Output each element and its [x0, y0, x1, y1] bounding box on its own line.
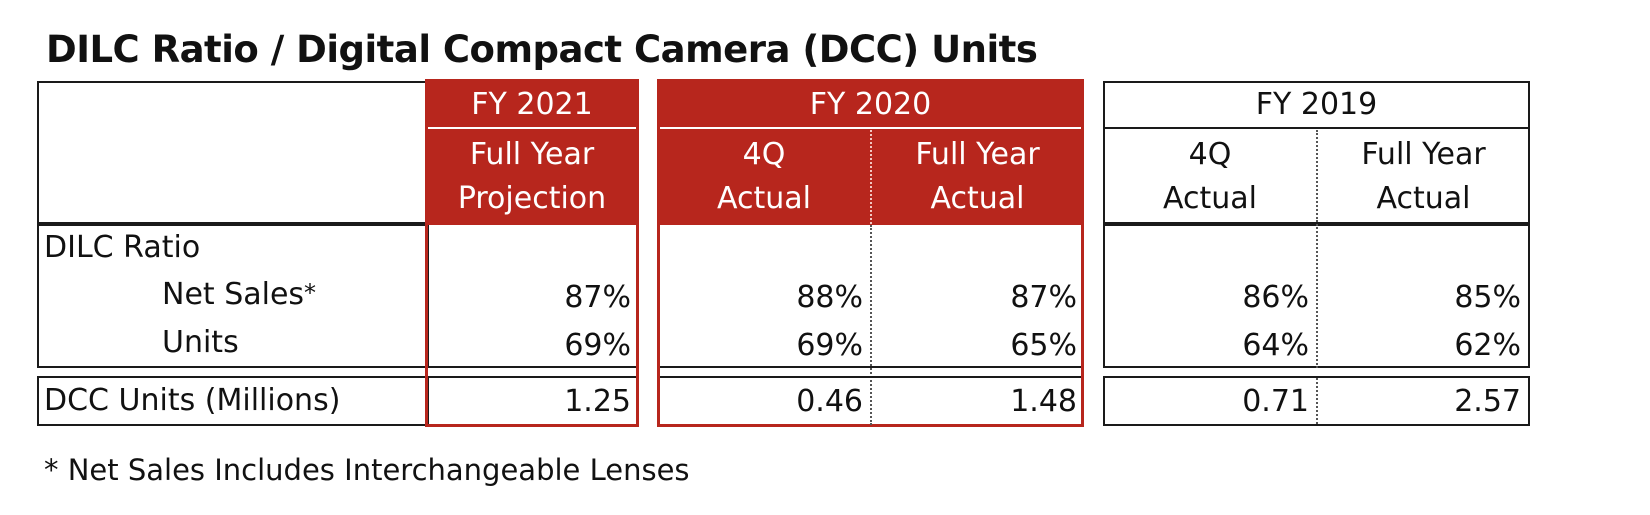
- dcc-units-label: DCC Units (Millions): [44, 383, 341, 418]
- dilc-ratio-label: DILC Ratio: [44, 230, 201, 265]
- net-sales-fy2021-projection: 87%: [564, 280, 631, 315]
- footnote: * Net Sales Includes Interchangeable Len…: [44, 453, 690, 487]
- fy2020-header-divider: [660, 127, 1081, 129]
- fy2019-body-col-divider: [1316, 224, 1318, 368]
- net-sales-footnote-marker: *: [304, 279, 316, 307]
- fy2020-row-separator-2: [660, 376, 1081, 378]
- net-sales-fy2019-4q: 86%: [1242, 280, 1309, 315]
- fy2020-header-col-divider: [870, 130, 872, 224]
- fy2021-year-label: FY 2021: [471, 87, 593, 122]
- fy2020-col2-line2: Actual: [930, 181, 1025, 216]
- fy2021-col1-line2: Projection: [457, 181, 607, 216]
- fy2020-col2-line1: Full Year: [915, 137, 1040, 172]
- fy2020-col1-line1: 4Q: [742, 137, 786, 172]
- net-sales-fy2019-full: 85%: [1454, 280, 1521, 315]
- fy2021-col1-line1: Full Year: [469, 137, 595, 172]
- dcc-units-fy2021-projection: 1.25: [564, 384, 631, 419]
- net-sales-fy2020-4q: 88%: [796, 280, 863, 315]
- units-fy2020-4q: 69%: [796, 328, 863, 363]
- fy2021-header-divider: [428, 127, 636, 129]
- dcc-units-fy2019-full: 2.57: [1454, 384, 1521, 419]
- units-fy2020-full: 65%: [1010, 328, 1077, 363]
- label-dcc-box: [37, 376, 429, 426]
- fy2020-col1-line2: Actual: [717, 181, 811, 216]
- fy2019-col1-line1: 4Q: [1188, 137, 1232, 172]
- fy2020-column-outline: [657, 79, 1084, 427]
- dcc-units-fy2020-full: 1.48: [1010, 384, 1077, 419]
- fy2021-row-separator: [428, 366, 636, 368]
- fy2019-header-divider: [1105, 127, 1528, 129]
- page-title: DILC Ratio / Digital Compact Camera (DCC…: [46, 28, 1038, 71]
- dcc-units-fy2020-4q: 0.46: [796, 384, 863, 419]
- label-header-box: [37, 81, 429, 226]
- fy2019-dcc-col-divider: [1316, 378, 1318, 424]
- fy2019-year-label: FY 2019: [1255, 87, 1378, 122]
- fy2019-col2-line2: Actual: [1376, 181, 1471, 216]
- units-fy2021-projection: 69%: [564, 328, 631, 363]
- units-fy2019-4q: 64%: [1242, 328, 1309, 363]
- net-sales-fy2020-full: 87%: [1010, 280, 1077, 315]
- fy2020-year-label: FY 2020: [809, 87, 932, 122]
- fy2019-col1-line2: Actual: [1163, 181, 1257, 216]
- fy2020-row-separator: [660, 366, 1081, 368]
- dcc-units-fy2019-4q: 0.71: [1242, 384, 1309, 419]
- units-label: Units: [162, 325, 239, 360]
- fy2021-column-outline: [425, 79, 639, 427]
- label-body-box: [37, 222, 429, 368]
- fy2019-dcc-box: [1103, 376, 1530, 426]
- net-sales-label: Net Sales: [162, 277, 305, 312]
- units-fy2019-full: 62%: [1454, 328, 1521, 363]
- fy2021-row-separator-2: [428, 376, 636, 378]
- fy2020-body-col-divider: [870, 225, 872, 425]
- fy2021-header: [425, 79, 639, 225]
- fy2019-col2-line1: Full Year: [1361, 137, 1486, 172]
- fy2019-header-col-divider: [1316, 130, 1318, 222]
